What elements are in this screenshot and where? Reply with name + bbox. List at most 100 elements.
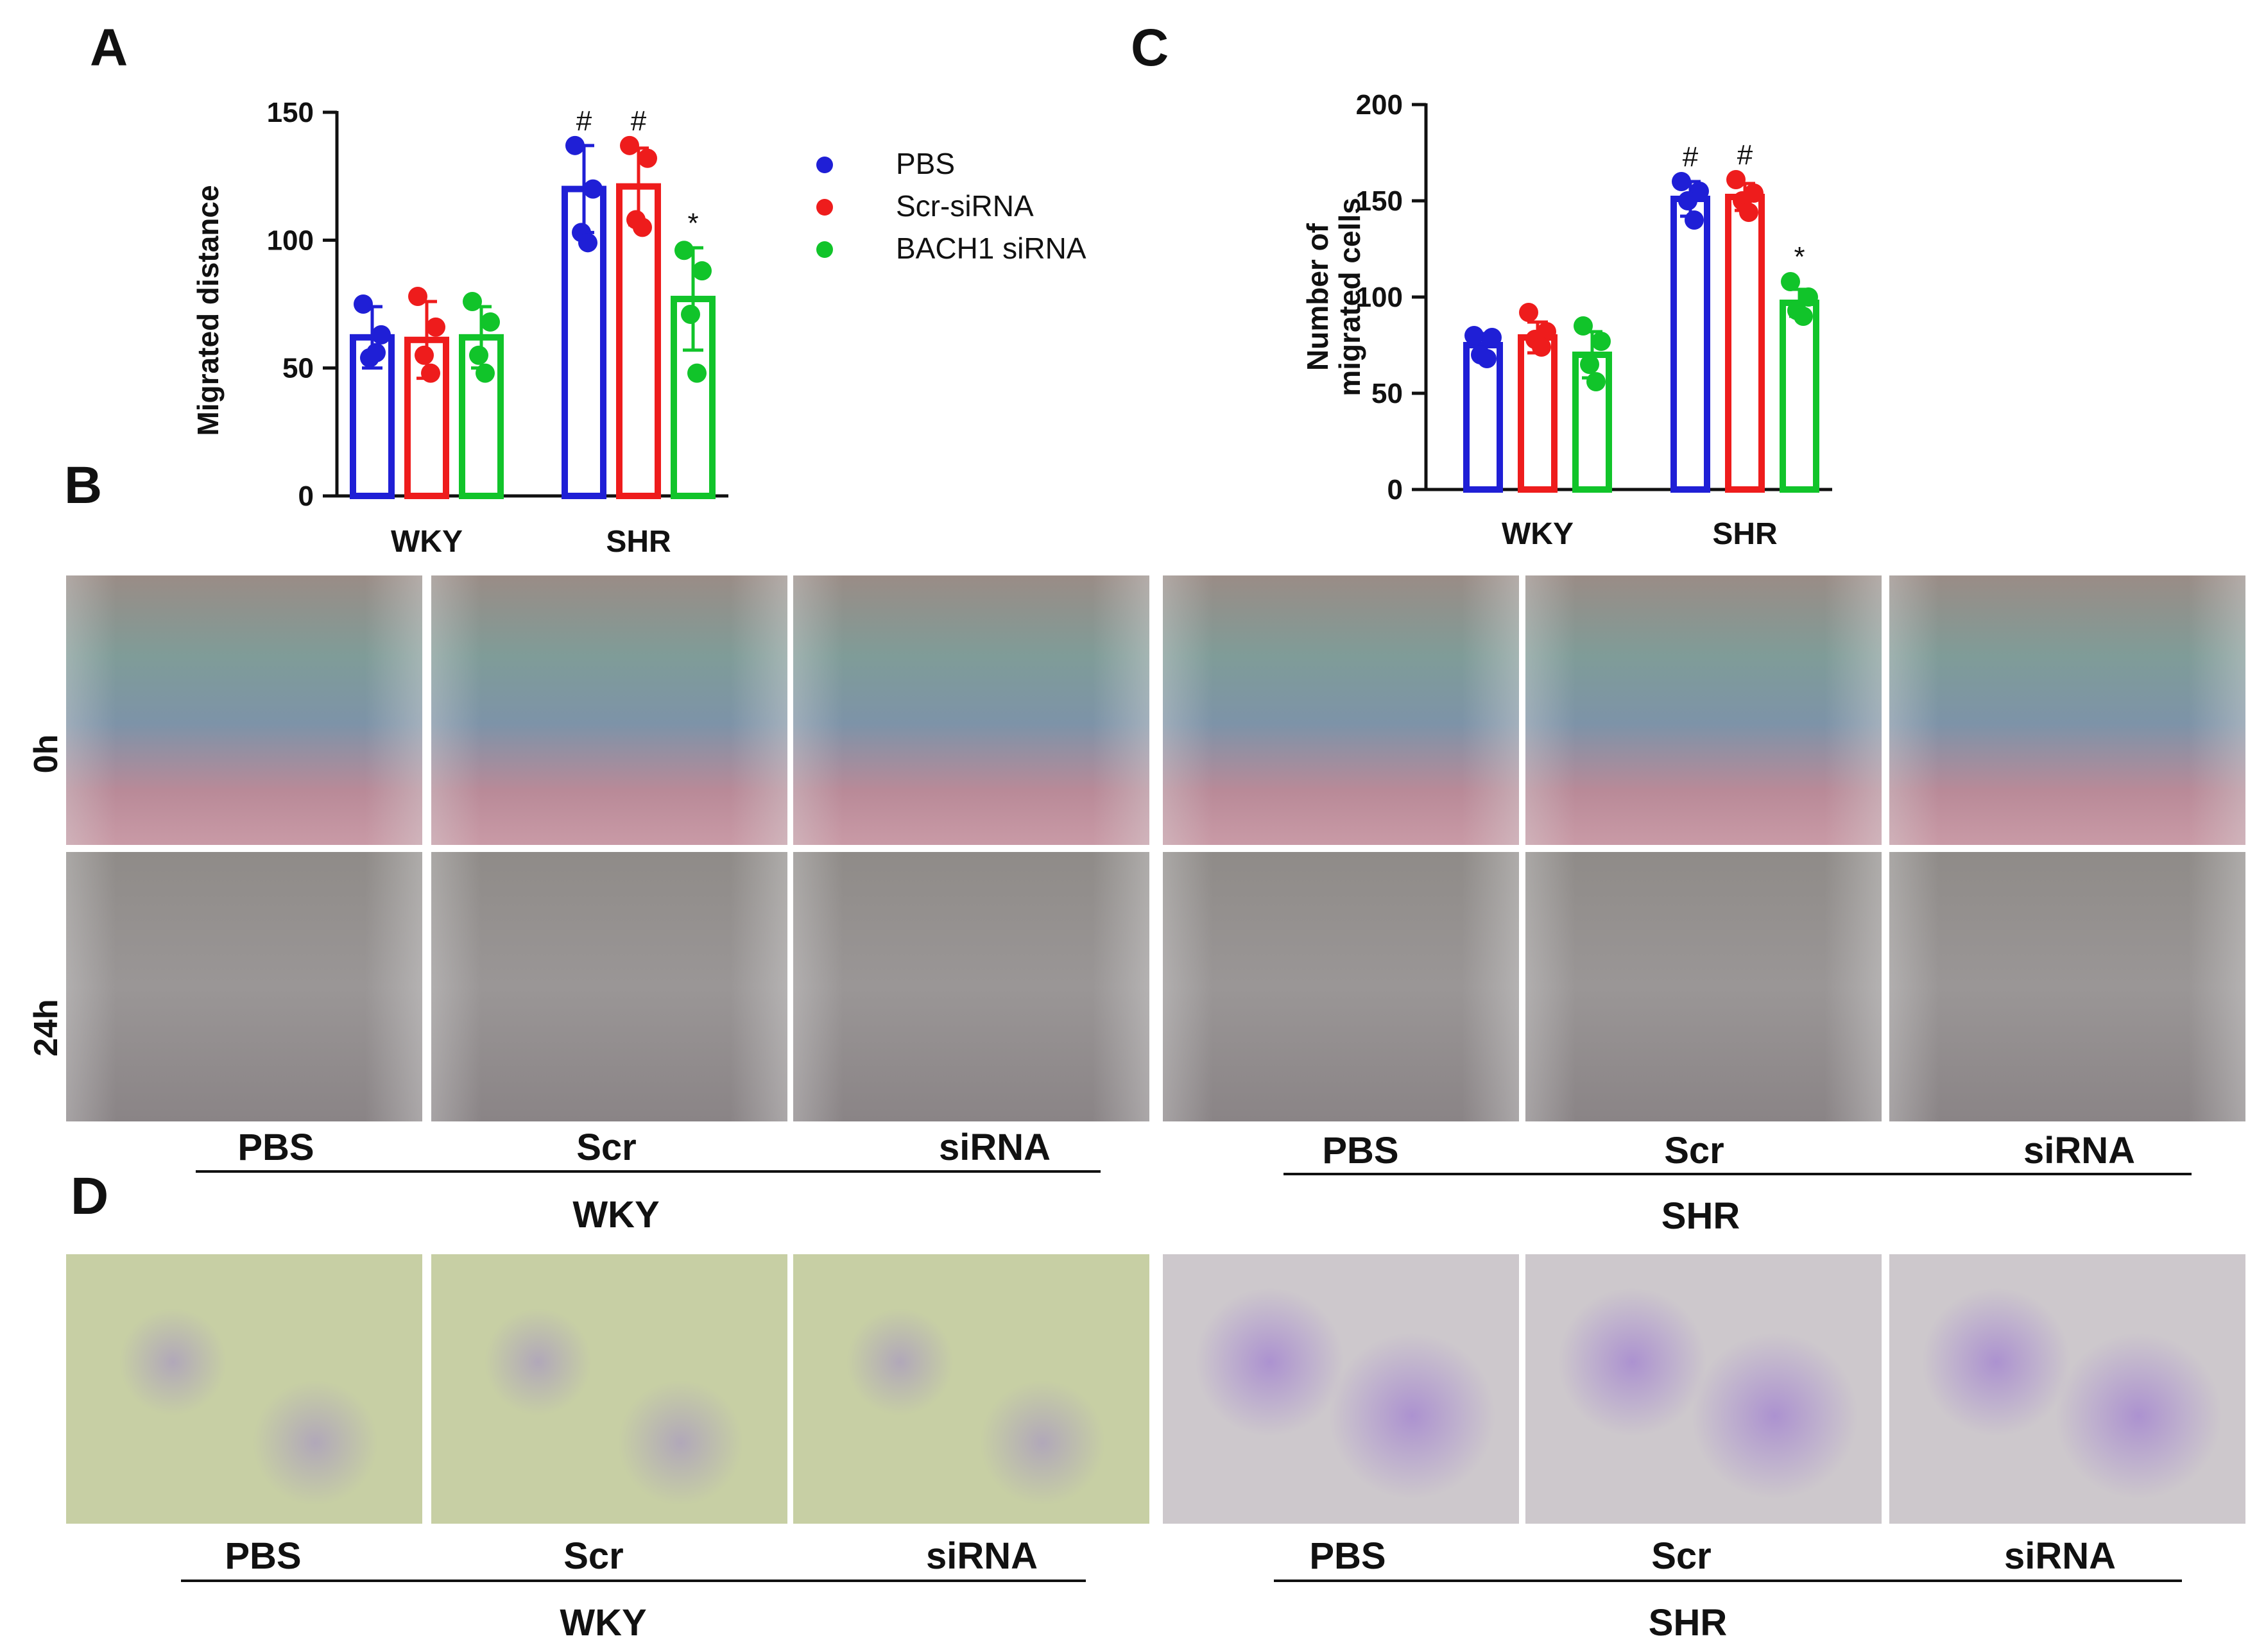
chart-a-shr-sirna-point bbox=[681, 304, 700, 324]
chart-a-wky-pbs-point bbox=[354, 294, 373, 314]
wound-image-r2-c1 bbox=[66, 852, 422, 1121]
cell-edge-texture bbox=[1163, 575, 1519, 845]
chart-c-wky-pbs-point bbox=[1477, 349, 1497, 368]
chart-c-shr-pbs-point bbox=[1678, 191, 1697, 210]
d-shr-pbs-label: PBS bbox=[1309, 1535, 1386, 1577]
cell-edge-texture bbox=[1163, 852, 1519, 1121]
legend-label-scr: Scr-siRNA bbox=[896, 189, 1034, 223]
chart-c-shr-sirna-point bbox=[1781, 272, 1800, 291]
chart-c-ytick-label: 150 bbox=[1356, 185, 1403, 217]
chart-c-wky-pbs-point bbox=[1482, 328, 1502, 347]
chart-a-wky-scr-point bbox=[408, 287, 427, 307]
transwell-image-c6 bbox=[1889, 1254, 2245, 1524]
chart-a-xtick-label-wky: WKY bbox=[391, 525, 463, 559]
chart-c-shr-scr-point bbox=[1726, 170, 1746, 189]
chart-a-shr-scr-point bbox=[620, 135, 639, 155]
b-shr-group-line bbox=[1283, 1173, 2192, 1175]
chart-c-wky-sirna-point bbox=[1586, 372, 1606, 391]
chart-c-wky-sirna-point bbox=[1580, 355, 1599, 374]
transwell-image-c3 bbox=[793, 1254, 1149, 1524]
b-wky-group-line bbox=[196, 1170, 1101, 1173]
cell-edge-texture bbox=[66, 852, 422, 1121]
wound-image-r1-c1 bbox=[66, 575, 422, 845]
chart-a-wky-scr-point bbox=[415, 345, 434, 365]
chart-c-shr-scr-significance-marker: # bbox=[1737, 139, 1753, 171]
chart-a-ytick-label: 50 bbox=[282, 353, 314, 384]
chart-c-wky-sirna-point bbox=[1574, 316, 1593, 336]
chart-c-ylabel-line: Number of bbox=[1301, 223, 1334, 371]
chart-a-wky-pbs-point bbox=[372, 325, 391, 345]
chart-c-shr-sirna-significance-marker: * bbox=[1794, 241, 1805, 273]
panel-letter-a: A bbox=[90, 19, 128, 77]
d-shr-group-line bbox=[1274, 1580, 2182, 1582]
b-shr-scr-label: Scr bbox=[1664, 1130, 1724, 1171]
legend-marker-scr bbox=[816, 199, 833, 216]
chart-a-shr-sirna-point bbox=[674, 241, 694, 260]
d-shr-group-label: SHR bbox=[1648, 1602, 1728, 1644]
legend-marker-sirna bbox=[816, 241, 833, 258]
legend-item-scr: Scr-siRNA bbox=[815, 189, 1136, 227]
d-shr-sirna-label: siRNA bbox=[2004, 1535, 2116, 1577]
chart-c-wky-scr-point bbox=[1519, 303, 1538, 322]
chart-a-shr-scr-significance-marker: # bbox=[631, 105, 647, 137]
b-shr-group-label: SHR bbox=[1661, 1195, 1740, 1237]
cell-edge-texture bbox=[66, 575, 422, 845]
chart-a-shr-sirna-significance-marker: * bbox=[687, 207, 698, 239]
chart-c-ytick-label: 50 bbox=[1371, 378, 1403, 409]
chart-c-ytick-label: 100 bbox=[1356, 282, 1403, 313]
cell-edge-texture bbox=[431, 852, 787, 1121]
chart-a-wky-sirna-point bbox=[463, 292, 482, 312]
panel-letter-b: B bbox=[64, 456, 103, 515]
chart-a-wky-scr-point bbox=[421, 363, 440, 383]
chart-a-wky-sirna-point bbox=[481, 312, 500, 332]
chart-c-ylabel: Number ofmigrated cells bbox=[1301, 198, 1366, 396]
legend-item-sirna: BACH1 siRNA bbox=[815, 231, 1136, 269]
chart-a-ytick-label: 0 bbox=[298, 481, 314, 512]
cell-edge-texture bbox=[431, 575, 787, 845]
legend-item-pbs: PBS bbox=[815, 146, 1136, 185]
wound-image-r1-c5 bbox=[1525, 575, 1882, 845]
wound-image-r2-c3 bbox=[793, 852, 1149, 1121]
d-wky-pbs-label: PBS bbox=[225, 1535, 302, 1577]
b-wky-group-label: WKY bbox=[572, 1194, 660, 1236]
chart-c-xtick-label-shr: SHR bbox=[1712, 517, 1777, 551]
transwell-image-c1 bbox=[66, 1254, 422, 1524]
panel-letter-c: C bbox=[1131, 19, 1169, 77]
transwell-image-c2 bbox=[431, 1254, 787, 1524]
chart-a-ytick-label: 100 bbox=[267, 225, 314, 256]
legend-label-pbs: PBS bbox=[896, 147, 956, 180]
b-wky-sirna-label: siRNA bbox=[938, 1127, 1051, 1168]
chart-a-wky-sirna-point bbox=[469, 345, 488, 365]
b-shr-pbs-label: PBS bbox=[1322, 1130, 1399, 1171]
chart-c-wky-pbs-point bbox=[1464, 326, 1484, 345]
chart-a-shr-sirna-point bbox=[692, 261, 712, 281]
chart-c-shr-scr-point bbox=[1739, 203, 1758, 222]
chart-c-shr-pbs-bar bbox=[1670, 196, 1710, 493]
chart-a-shr-scr-point bbox=[633, 217, 652, 237]
chart-a-wky-pbs-point bbox=[366, 343, 386, 362]
cell-edge-texture bbox=[793, 575, 1149, 845]
chart-c-ytick-label: 200 bbox=[1356, 89, 1403, 121]
chart-c-ylabel-line: migrated cells bbox=[1333, 198, 1366, 396]
chart-a-xtick-label-shr: SHR bbox=[606, 525, 671, 559]
chart-c-ytick-label: 0 bbox=[1387, 474, 1403, 506]
chart-c-shr-pbs-significance-marker: # bbox=[1683, 141, 1699, 173]
chart-a-wky-scr-point bbox=[426, 317, 445, 337]
wound-image-r1-c2 bbox=[431, 575, 787, 845]
chart-c-shr-sirna-point bbox=[1799, 287, 1818, 307]
wound-image-r1-c3 bbox=[793, 575, 1149, 845]
b-wky-pbs-label: PBS bbox=[237, 1127, 314, 1168]
chart-c-shr-pbs-point bbox=[1685, 210, 1704, 230]
chart-a-shr-scr-point bbox=[638, 148, 657, 168]
b-shr-sirna-label: siRNA bbox=[2023, 1130, 2136, 1171]
wound-image-r2-c5 bbox=[1525, 852, 1882, 1121]
wound-image-r1-c4 bbox=[1163, 575, 1519, 845]
chart-a-shr-sirna-point bbox=[687, 363, 707, 383]
wound-image-r2-c4 bbox=[1163, 852, 1519, 1121]
cell-edge-texture bbox=[1889, 575, 2245, 845]
d-wky-group-line bbox=[181, 1580, 1086, 1582]
row-label-24h: 24h bbox=[28, 999, 65, 1057]
chart-a-ytick-label: 150 bbox=[267, 97, 314, 128]
d-wky-group-label: WKY bbox=[560, 1602, 647, 1644]
